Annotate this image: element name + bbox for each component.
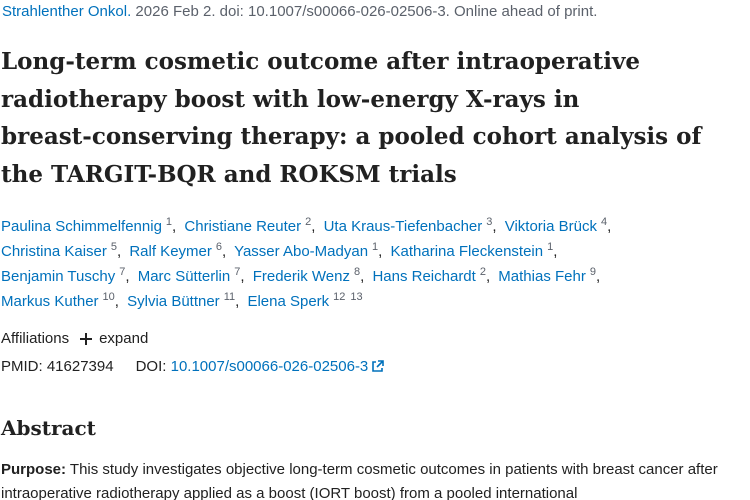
citation-details: 2026 Feb 2. doi: 10.1007/s00066-026-0250… (135, 3, 598, 20)
affiliation-number[interactable]: 10 (102, 291, 115, 303)
citation: Strahlenther Onkol. 2026 Feb 2. doi: 10.… (2, 3, 597, 20)
expand-label: expand (99, 330, 149, 347)
author: Frederik Wenz 8 (252, 266, 369, 286)
doi-label: DOI: (135, 358, 167, 375)
affiliation-number[interactable]: 7 (119, 266, 126, 278)
author-link[interactable]: Yasser Abo-Madyan (234, 243, 369, 260)
author-link[interactable]: Marc Sütterlin (137, 268, 231, 285)
pmid: 41627394 (46, 358, 114, 375)
journal-link[interactable]: Strahlenther Onkol. (2, 3, 132, 20)
author-link[interactable]: Benjamin Tuschy (1, 268, 116, 285)
author: Yasser Abo-Madyan 1 (234, 241, 386, 261)
affiliation-number[interactable]: 2 (305, 216, 312, 228)
abstract-heading: Abstract (1, 416, 96, 440)
author-link[interactable]: Sylvia Büttner (127, 293, 220, 310)
affiliation-number[interactable]: 1 (547, 241, 554, 253)
author: Christiane Reuter 2 (184, 216, 319, 236)
affiliation-number[interactable]: 1 (165, 216, 173, 228)
affiliation-number[interactable]: 3 (486, 216, 493, 228)
identifiers: PMID: 41627394 DOI: 10.1007/s00066-026-0… (1, 358, 385, 375)
affiliation-number[interactable]: 7 (234, 266, 241, 278)
author: Hans Reichardt 2 (372, 266, 494, 286)
affiliations-label: Affiliations (1, 330, 70, 347)
expand-button[interactable]: expand (79, 330, 148, 347)
purpose-text: This study investigates objective long-t… (1, 461, 718, 500)
author: Christina Kaiser 5 (1, 241, 125, 261)
external-link-icon (372, 360, 385, 372)
author-link[interactable]: Christiane Reuter (184, 218, 302, 235)
author-link[interactable]: Paulina Schimmelfennig (1, 218, 162, 235)
author: Markus Kuther 10 (1, 291, 123, 311)
affiliation-number[interactable]: 11 (223, 291, 236, 303)
author: Elena Sperk 12 13 (247, 291, 363, 311)
author-link[interactable]: Mathias Fehr (498, 268, 586, 285)
affiliations-row: Affiliations expand (1, 330, 148, 347)
author: Ralf Keymer 6 (129, 241, 230, 261)
affiliation-number[interactable]: 5 (110, 241, 117, 253)
affiliation-number[interactable]: 1 (372, 241, 379, 253)
affiliation-number[interactable]: 9 (589, 266, 596, 278)
author-link[interactable]: Ralf Keymer (129, 243, 212, 260)
author-link[interactable]: Katharina Fleckenstein (390, 243, 544, 260)
doi-link[interactable]: 10.1007/s00066-026-02506-3 (170, 358, 369, 375)
author-link[interactable]: Viktoria Brück (504, 218, 597, 235)
affiliation-number[interactable]: 12 (333, 291, 346, 303)
abstract-purpose: Purpose: This study investigates objecti… (1, 458, 746, 500)
purpose-label: Purpose: (1, 461, 67, 478)
author-link[interactable]: Elena Sperk (247, 293, 330, 310)
author: Sylvia Büttner 11 (127, 291, 243, 311)
affiliation-number[interactable]: 13 (350, 291, 363, 303)
author: Paulina Schimmelfennig 1 (1, 216, 180, 236)
author: Benjamin Tuschy 7 (1, 266, 134, 286)
affiliation-number[interactable]: 2 (479, 266, 486, 278)
affiliation-number[interactable]: 8 (353, 266, 361, 278)
author-link[interactable]: Frederik Wenz (252, 268, 350, 285)
affiliation-number[interactable]: 6 (215, 241, 222, 253)
author: Katharina Fleckenstein 1 (390, 241, 562, 261)
author: Viktoria Brück 4 (504, 216, 616, 236)
author-link[interactable]: Christina Kaiser (1, 243, 107, 260)
article-title: Long-term cosmetic outcome after intraop… (1, 48, 702, 188)
author: Uta Kraus-Tiefenbacher 3 (323, 216, 501, 236)
author-link[interactable]: Markus Kuther (1, 293, 99, 310)
pmid-label: PMID: (1, 358, 43, 375)
author-link[interactable]: Uta Kraus-Tiefenbacher (323, 218, 483, 235)
affiliation-number[interactable]: 4 (601, 216, 608, 228)
plus-icon (80, 332, 93, 345)
author-link[interactable]: Hans Reichardt (372, 268, 476, 285)
author: Mathias Fehr 9 (498, 266, 604, 286)
author: Marc Sütterlin 7 (137, 266, 249, 286)
